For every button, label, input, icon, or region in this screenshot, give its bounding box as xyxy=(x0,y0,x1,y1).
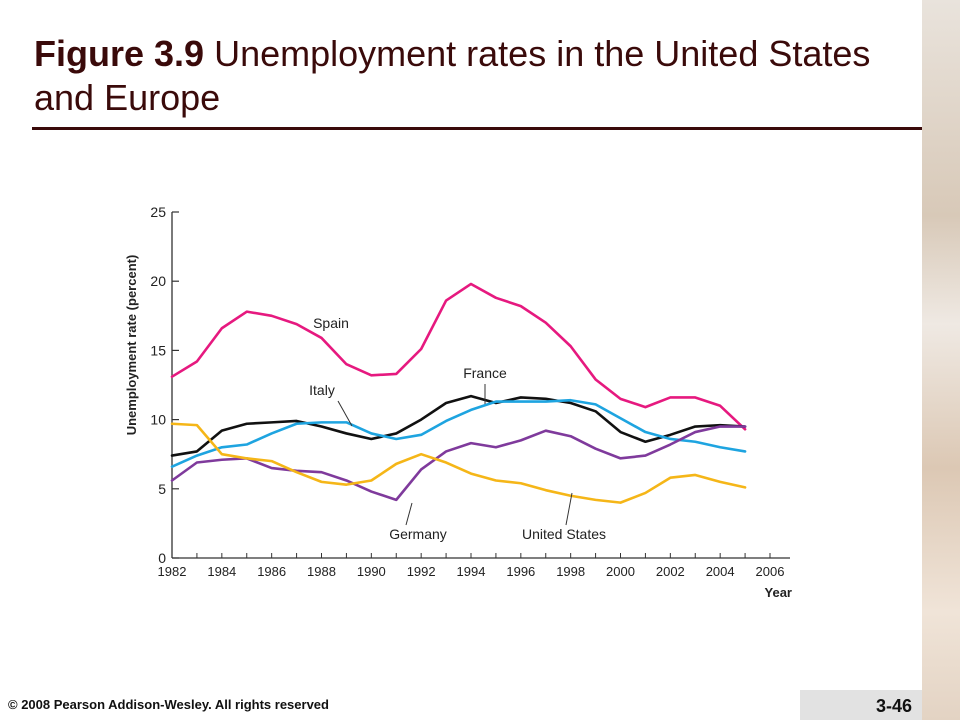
figure-caption: Unemployment rates in the United States … xyxy=(34,33,871,118)
series-line-spain xyxy=(170,282,747,431)
y-tick-label: 5 xyxy=(158,481,166,497)
x-tick-label: 2000 xyxy=(606,564,635,579)
x-tick-label: 1990 xyxy=(357,564,386,579)
annotation-leader-italy xyxy=(337,400,353,427)
x-axis-label: Year xyxy=(765,585,792,600)
annotation-leader-germany xyxy=(405,502,413,526)
x-tick-label: 2004 xyxy=(706,564,735,579)
x-tick-label: 1988 xyxy=(307,564,336,579)
x-tick-label: 1982 xyxy=(158,564,187,579)
x-tick-label: 2006 xyxy=(756,564,785,579)
copyright-footer: © 2008 Pearson Addison-Wesley. All right… xyxy=(8,697,329,712)
x-tick-label: 1996 xyxy=(506,564,535,579)
x-tick-label: 2002 xyxy=(656,564,685,579)
y-tick-label: 25 xyxy=(150,204,166,220)
annotation-label-united-states: United States xyxy=(522,526,606,542)
decorative-side-strip xyxy=(922,0,960,720)
x-tick-label: 1994 xyxy=(457,564,486,579)
annotation-leader-united-states xyxy=(565,492,573,526)
y-axis-label: Unemployment rate (percent) xyxy=(124,255,139,436)
series-line-italy xyxy=(170,398,747,468)
y-tick-label: 20 xyxy=(150,273,166,289)
x-tick-label: 1986 xyxy=(257,564,286,579)
x-tick-label: 1992 xyxy=(407,564,436,579)
page-number-box: 3-46 xyxy=(800,690,922,720)
y-tick-label: 10 xyxy=(150,412,166,428)
x-tick-label: 1998 xyxy=(556,564,585,579)
figure-number: Figure 3.9 xyxy=(34,33,205,74)
annotation-label-france: France xyxy=(463,365,507,381)
page-number: 3-46 xyxy=(875,696,912,716)
x-tick-label: 1984 xyxy=(207,564,236,579)
y-tick-label: 15 xyxy=(150,342,166,358)
annotation-label-italy: Italy xyxy=(309,382,335,398)
slide-title: Figure 3.9 Unemployment rates in the Uni… xyxy=(34,32,914,120)
annotation-label-germany: Germany xyxy=(389,526,447,542)
annotation-label-spain: Spain xyxy=(313,315,349,331)
series-line-france xyxy=(170,394,747,457)
title-underline xyxy=(32,127,922,130)
y-tick-label: 0 xyxy=(158,550,166,566)
series-line-united-states xyxy=(170,422,747,504)
series-line-germany xyxy=(170,425,747,502)
